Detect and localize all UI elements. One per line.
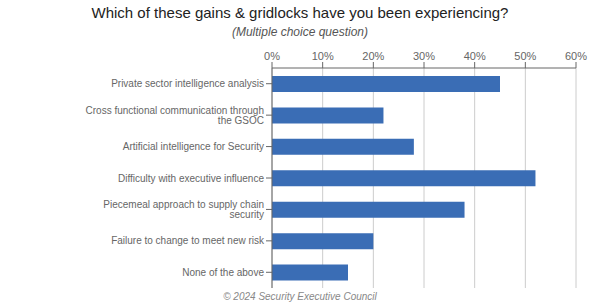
svg-text:10%: 10% [312,50,334,62]
svg-text:None of the above: None of the above [182,267,264,278]
svg-text:20%: 20% [362,50,384,62]
html-text:Which of these gains & gridloc: Which of these gains & gridlocks have yo… [91,4,509,21]
svg-text:40%: 40% [464,50,486,62]
svg-text:Private sector intelligence an: Private sector intelligence analysis [111,78,264,89]
svg-text:Difficulty with executive infl: Difficulty with executive influence [118,173,264,184]
svg-text:Cross functional communication: Cross functional communication throughth… [86,105,264,126]
svg-text:30%: 30% [413,50,435,62]
html-text:(Multiple choice question): (Multiple choice question) [232,25,368,39]
svg-text:0%: 0% [264,50,280,62]
html-text:© 2024 Security Executive Coun: © 2024 Security Executive Council [223,291,377,302]
svg-text:50%: 50% [514,50,536,62]
svg-text:60%: 60% [565,50,587,62]
svg-text:Artificial intelligence for Se: Artificial intelligence for Security [123,141,264,152]
svg-text:Piecemeal approach to supply c: Piecemeal approach to supply chainsecuri… [103,199,264,220]
svg-text:Failure to change to meet new: Failure to change to meet new risk [111,235,265,246]
